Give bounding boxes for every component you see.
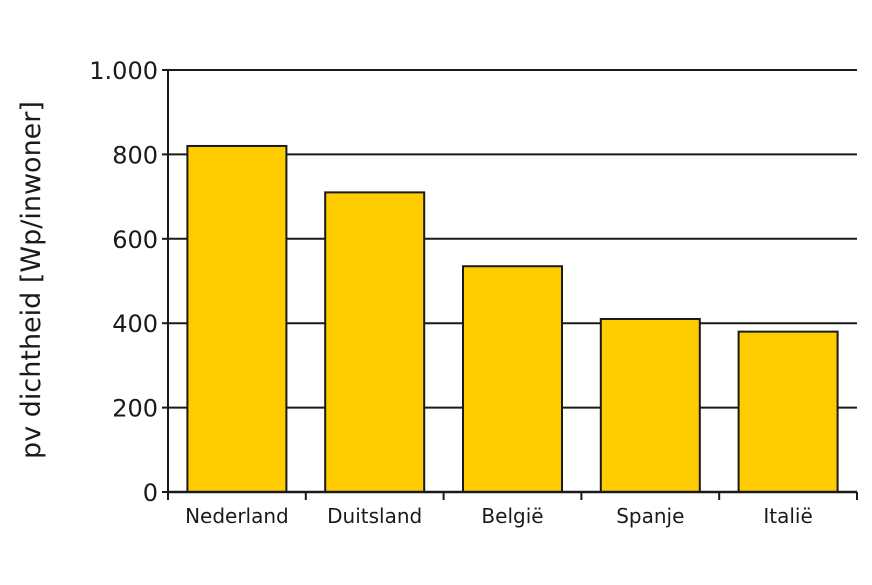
y-tick-label: 200 xyxy=(112,395,158,423)
bar-nederland xyxy=(186,144,288,494)
y-tick-label: 800 xyxy=(112,141,158,169)
y-tick-label: 400 xyxy=(112,310,158,338)
x-tick-labels: Nederland Duitsland België Spanje Italië xyxy=(185,504,813,528)
bars xyxy=(186,144,839,494)
y-tick-labels: 0 200 400 600 800 1.000 xyxy=(89,57,158,507)
bar-duitsland xyxy=(324,191,426,493)
bar-belgi- xyxy=(462,265,563,494)
x-tick-label: Spanje xyxy=(616,504,684,528)
x-tick-label: Nederland xyxy=(185,504,289,528)
y-tick-label: 1.000 xyxy=(89,57,158,85)
bar-spanje xyxy=(599,317,701,494)
x-tick-label: België xyxy=(481,504,543,528)
y-axis-title: pv dichtheid [Wp/inwoner] xyxy=(16,101,47,459)
x-tick-label: Duitsland xyxy=(327,504,422,528)
y-tick-label: 0 xyxy=(143,479,158,507)
axes xyxy=(162,69,858,500)
x-tick-label: Italië xyxy=(763,504,812,528)
bar-itali- xyxy=(737,330,839,494)
y-tick-label: 600 xyxy=(112,226,158,254)
